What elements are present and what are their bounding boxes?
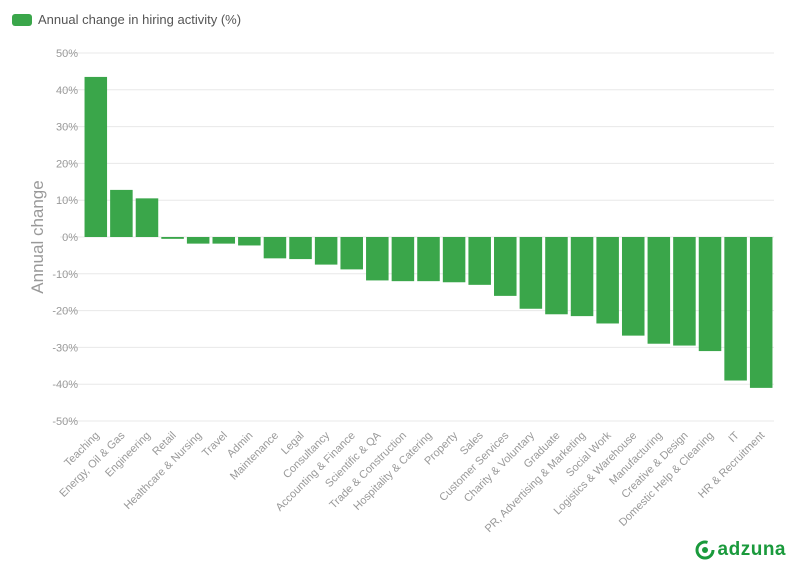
bar-creative-design[interactable]: [673, 237, 696, 346]
bar-customer-services[interactable]: [494, 237, 517, 296]
bar-accounting-finance[interactable]: [340, 237, 363, 270]
bar-consultancy[interactable]: [314, 237, 338, 265]
y-tick-label: -20%: [52, 306, 78, 318]
bar-pr-advertising-marketing[interactable]: [570, 237, 594, 317]
y-tick-label: 10%: [56, 195, 78, 207]
bar-social-work[interactable]: [596, 237, 619, 324]
y-axis-ticks: 50% 40% 30% 20% 10% 0% -10% -20% -30% -40% -50%: [52, 48, 78, 428]
bar-sales[interactable]: [468, 237, 491, 285]
bar-hr-recruitment[interactable]: [749, 237, 773, 388]
y-tick-label: 0%: [62, 232, 78, 244]
y-tick-label: -50%: [52, 416, 78, 428]
y-tick-label: -30%: [52, 342, 78, 354]
bar-scientific-qa[interactable]: [366, 237, 389, 281]
bar-travel[interactable]: [212, 237, 236, 244]
adzuna-logo: adzuna: [694, 539, 786, 561]
bar-manufacturing[interactable]: [647, 237, 671, 344]
bar-hospitality-catering[interactable]: [417, 237, 440, 282]
adzuna-logo-icon: [695, 540, 715, 560]
bar-trade-construction[interactable]: [391, 237, 415, 282]
legend-label: Annual change in hiring activity (%): [38, 12, 242, 27]
x-category-label: Travel: [200, 430, 230, 460]
y-axis-label: Annual change: [28, 180, 47, 293]
bar-teaching[interactable]: [84, 76, 108, 237]
bar-admin[interactable]: [238, 237, 261, 246]
legend[interactable]: Annual change in hiring activity (%): [12, 12, 241, 27]
bars: [84, 76, 773, 388]
x-category-label: IT: [726, 429, 742, 445]
y-tick-label: 30%: [56, 122, 78, 134]
y-tick-label: 50%: [56, 48, 78, 60]
bar-graduate[interactable]: [545, 237, 568, 315]
bar-energy-oil-gas[interactable]: [110, 189, 133, 237]
bar-property[interactable]: [442, 237, 466, 283]
bar-maintenance[interactable]: [263, 237, 287, 259]
bar-legal[interactable]: [289, 237, 312, 260]
bar-logistics-warehouse[interactable]: [621, 237, 645, 336]
y-tick-label: -10%: [52, 269, 78, 281]
bar-engineering[interactable]: [135, 198, 159, 237]
bar-retail[interactable]: [161, 237, 184, 239]
y-tick-label: -40%: [52, 379, 78, 391]
legend-swatch: [12, 13, 32, 26]
bar-charity-voluntary[interactable]: [519, 237, 543, 309]
bar-healthcare-nursing[interactable]: [186, 237, 210, 244]
bar-domestic-help-cleaning[interactable]: [698, 237, 722, 352]
adzuna-logo-text: adzuna: [717, 539, 786, 560]
y-tick-label: 20%: [56, 158, 78, 170]
y-tick-label: 40%: [56, 85, 78, 97]
bar-it[interactable]: [724, 237, 747, 381]
